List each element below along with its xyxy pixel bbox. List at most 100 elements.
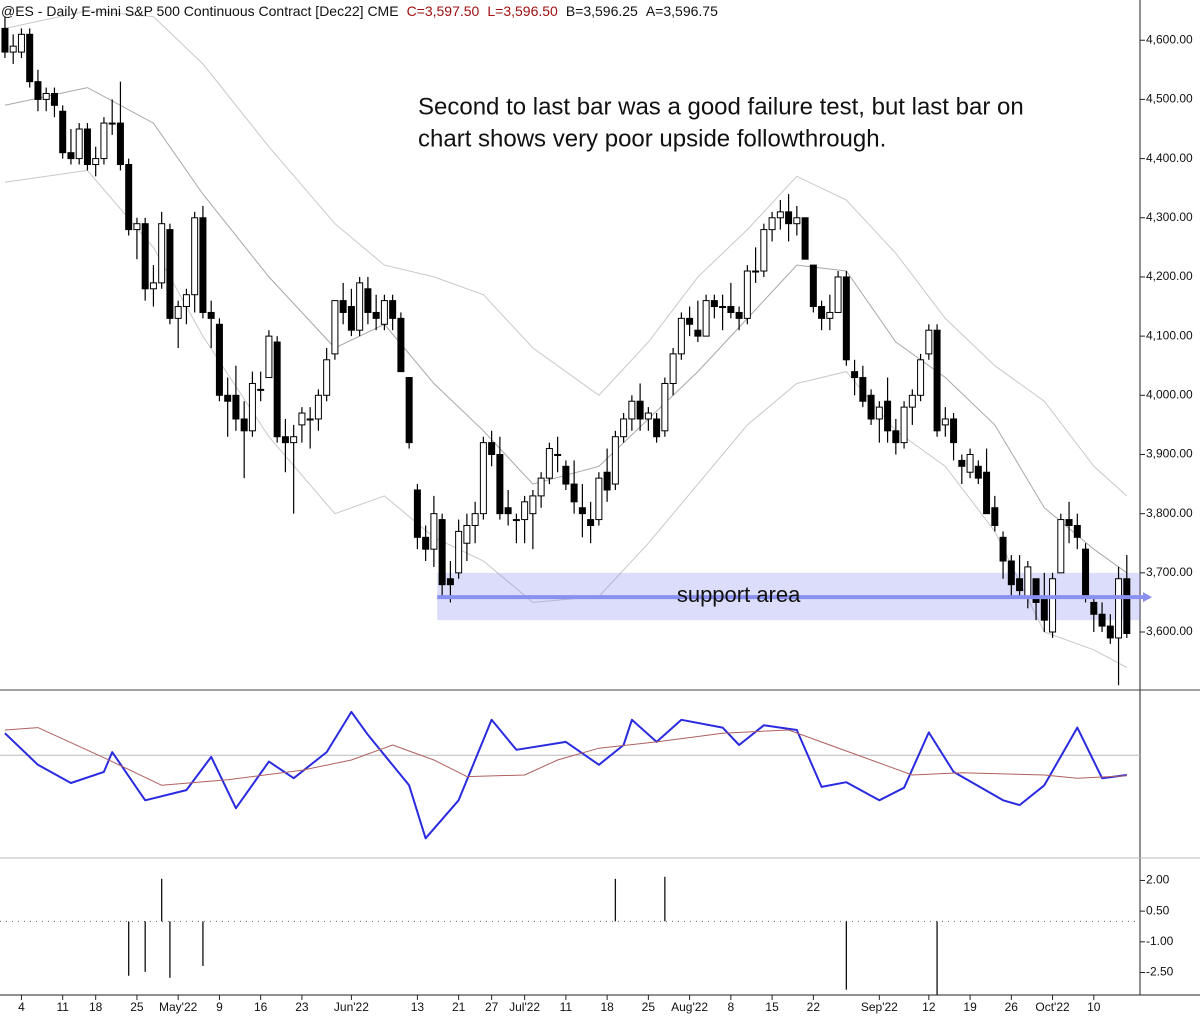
candle-body	[752, 270, 760, 273]
candle-body	[1016, 578, 1024, 592]
x-tick-label: 25	[642, 1000, 656, 1014]
candle-body	[215, 323, 223, 396]
x-tick-label: 22	[807, 1000, 821, 1014]
candle-body	[587, 519, 595, 526]
candle-body	[133, 223, 141, 231]
y-tick-label: 4,300.00	[1146, 210, 1193, 224]
candle-body	[859, 377, 867, 402]
candle-body	[1049, 578, 1057, 633]
candle-body	[661, 382, 669, 432]
candle-body	[818, 306, 826, 319]
candle-body	[42, 92, 50, 100]
x-tick-label: 21	[452, 1000, 466, 1014]
candle-body	[1032, 578, 1040, 603]
x-tick-label: 15	[765, 1000, 779, 1014]
candle-body	[372, 311, 380, 319]
candle-body	[611, 436, 619, 485]
candle-body	[257, 388, 265, 391]
candle-body	[389, 300, 397, 319]
band-line	[4, 10, 1128, 497]
candle-body	[1065, 519, 1073, 526]
candle-body	[1024, 566, 1032, 598]
quote-value: A=3,596.75	[646, 3, 718, 19]
candle-body	[224, 394, 232, 402]
x-tick-label: 25	[130, 1000, 144, 1014]
x-tick-label: May'22	[159, 1000, 198, 1014]
candle-body	[653, 418, 661, 438]
candle-body	[867, 394, 875, 420]
candle-body	[521, 501, 529, 521]
candle-body	[760, 229, 768, 272]
candle-body	[116, 122, 124, 166]
candle-body	[669, 353, 677, 384]
annotation: chart shows very poor upside followthrou…	[418, 125, 886, 152]
candle-body	[1073, 524, 1081, 538]
x-tick-label: 18	[89, 1000, 103, 1014]
candle-body	[92, 158, 100, 166]
x-tick-label: 27	[485, 1000, 499, 1014]
candle-body	[628, 400, 636, 420]
candle-body	[545, 448, 553, 479]
candle-body	[917, 359, 925, 396]
y-tick-label: 4,500.00	[1146, 92, 1193, 106]
candle-body	[801, 217, 809, 260]
candle-body	[380, 300, 388, 325]
x-tick-label: 10	[1087, 1000, 1101, 1014]
candle-body	[323, 359, 331, 396]
candle-body	[595, 477, 603, 521]
candle-body	[620, 418, 628, 438]
x-tick-label: 9	[216, 1000, 223, 1014]
candle-body	[1040, 596, 1048, 621]
oscillator-line	[4, 727, 1127, 786]
candle-body	[702, 300, 710, 337]
candle-body	[785, 211, 793, 225]
candle-body	[413, 489, 421, 538]
candle-body	[900, 406, 908, 444]
candle-body	[455, 530, 463, 574]
x-tick-label: Oct'22	[1035, 1000, 1070, 1014]
candle-body	[100, 122, 108, 160]
candle-body	[966, 453, 974, 473]
support-arrowhead	[1143, 592, 1152, 603]
candle-body	[240, 418, 248, 432]
candle-body	[1007, 560, 1015, 586]
candle-body	[149, 282, 157, 290]
candle-body	[356, 282, 364, 331]
candle-body	[248, 382, 256, 432]
candle-body	[941, 418, 949, 426]
candle-body	[875, 406, 883, 420]
candle-body	[694, 329, 702, 337]
candle-body	[826, 311, 834, 319]
candle-body	[339, 300, 347, 313]
candle-body	[26, 33, 34, 83]
candle-body	[158, 223, 166, 284]
candle-body	[578, 507, 586, 515]
candle-body	[991, 507, 999, 526]
x-tick-label: 19	[963, 1000, 977, 1014]
candle-body	[34, 81, 42, 100]
candle-body	[776, 211, 784, 219]
candle-body	[108, 122, 116, 125]
candle-body	[273, 341, 281, 438]
candle-body	[199, 217, 207, 313]
candle-body	[504, 507, 512, 515]
candle-body	[983, 471, 991, 515]
candle-body	[446, 578, 454, 586]
y-tick-label: 4,100.00	[1146, 328, 1193, 342]
candle-body	[677, 317, 685, 355]
y-tick-label: 4,600.00	[1146, 32, 1193, 46]
candle-body	[768, 217, 776, 231]
candle-body	[537, 477, 545, 497]
x-tick-label: Aug'22	[671, 1000, 708, 1014]
annotation: Second to last bar was a good failure te…	[418, 93, 1024, 120]
candle-body	[974, 465, 982, 479]
y-tick-label: 2.00	[1146, 873, 1170, 887]
candle-body	[644, 412, 652, 420]
quote-value: L=3,596.50	[487, 3, 558, 19]
candle-body	[166, 229, 174, 319]
candle-body	[686, 317, 694, 325]
candle-body	[1, 27, 9, 53]
y-tick-label: -2.50	[1146, 965, 1174, 979]
quote-value: B=3,596.25	[566, 3, 638, 19]
x-tick-label: 11	[56, 1000, 69, 1014]
